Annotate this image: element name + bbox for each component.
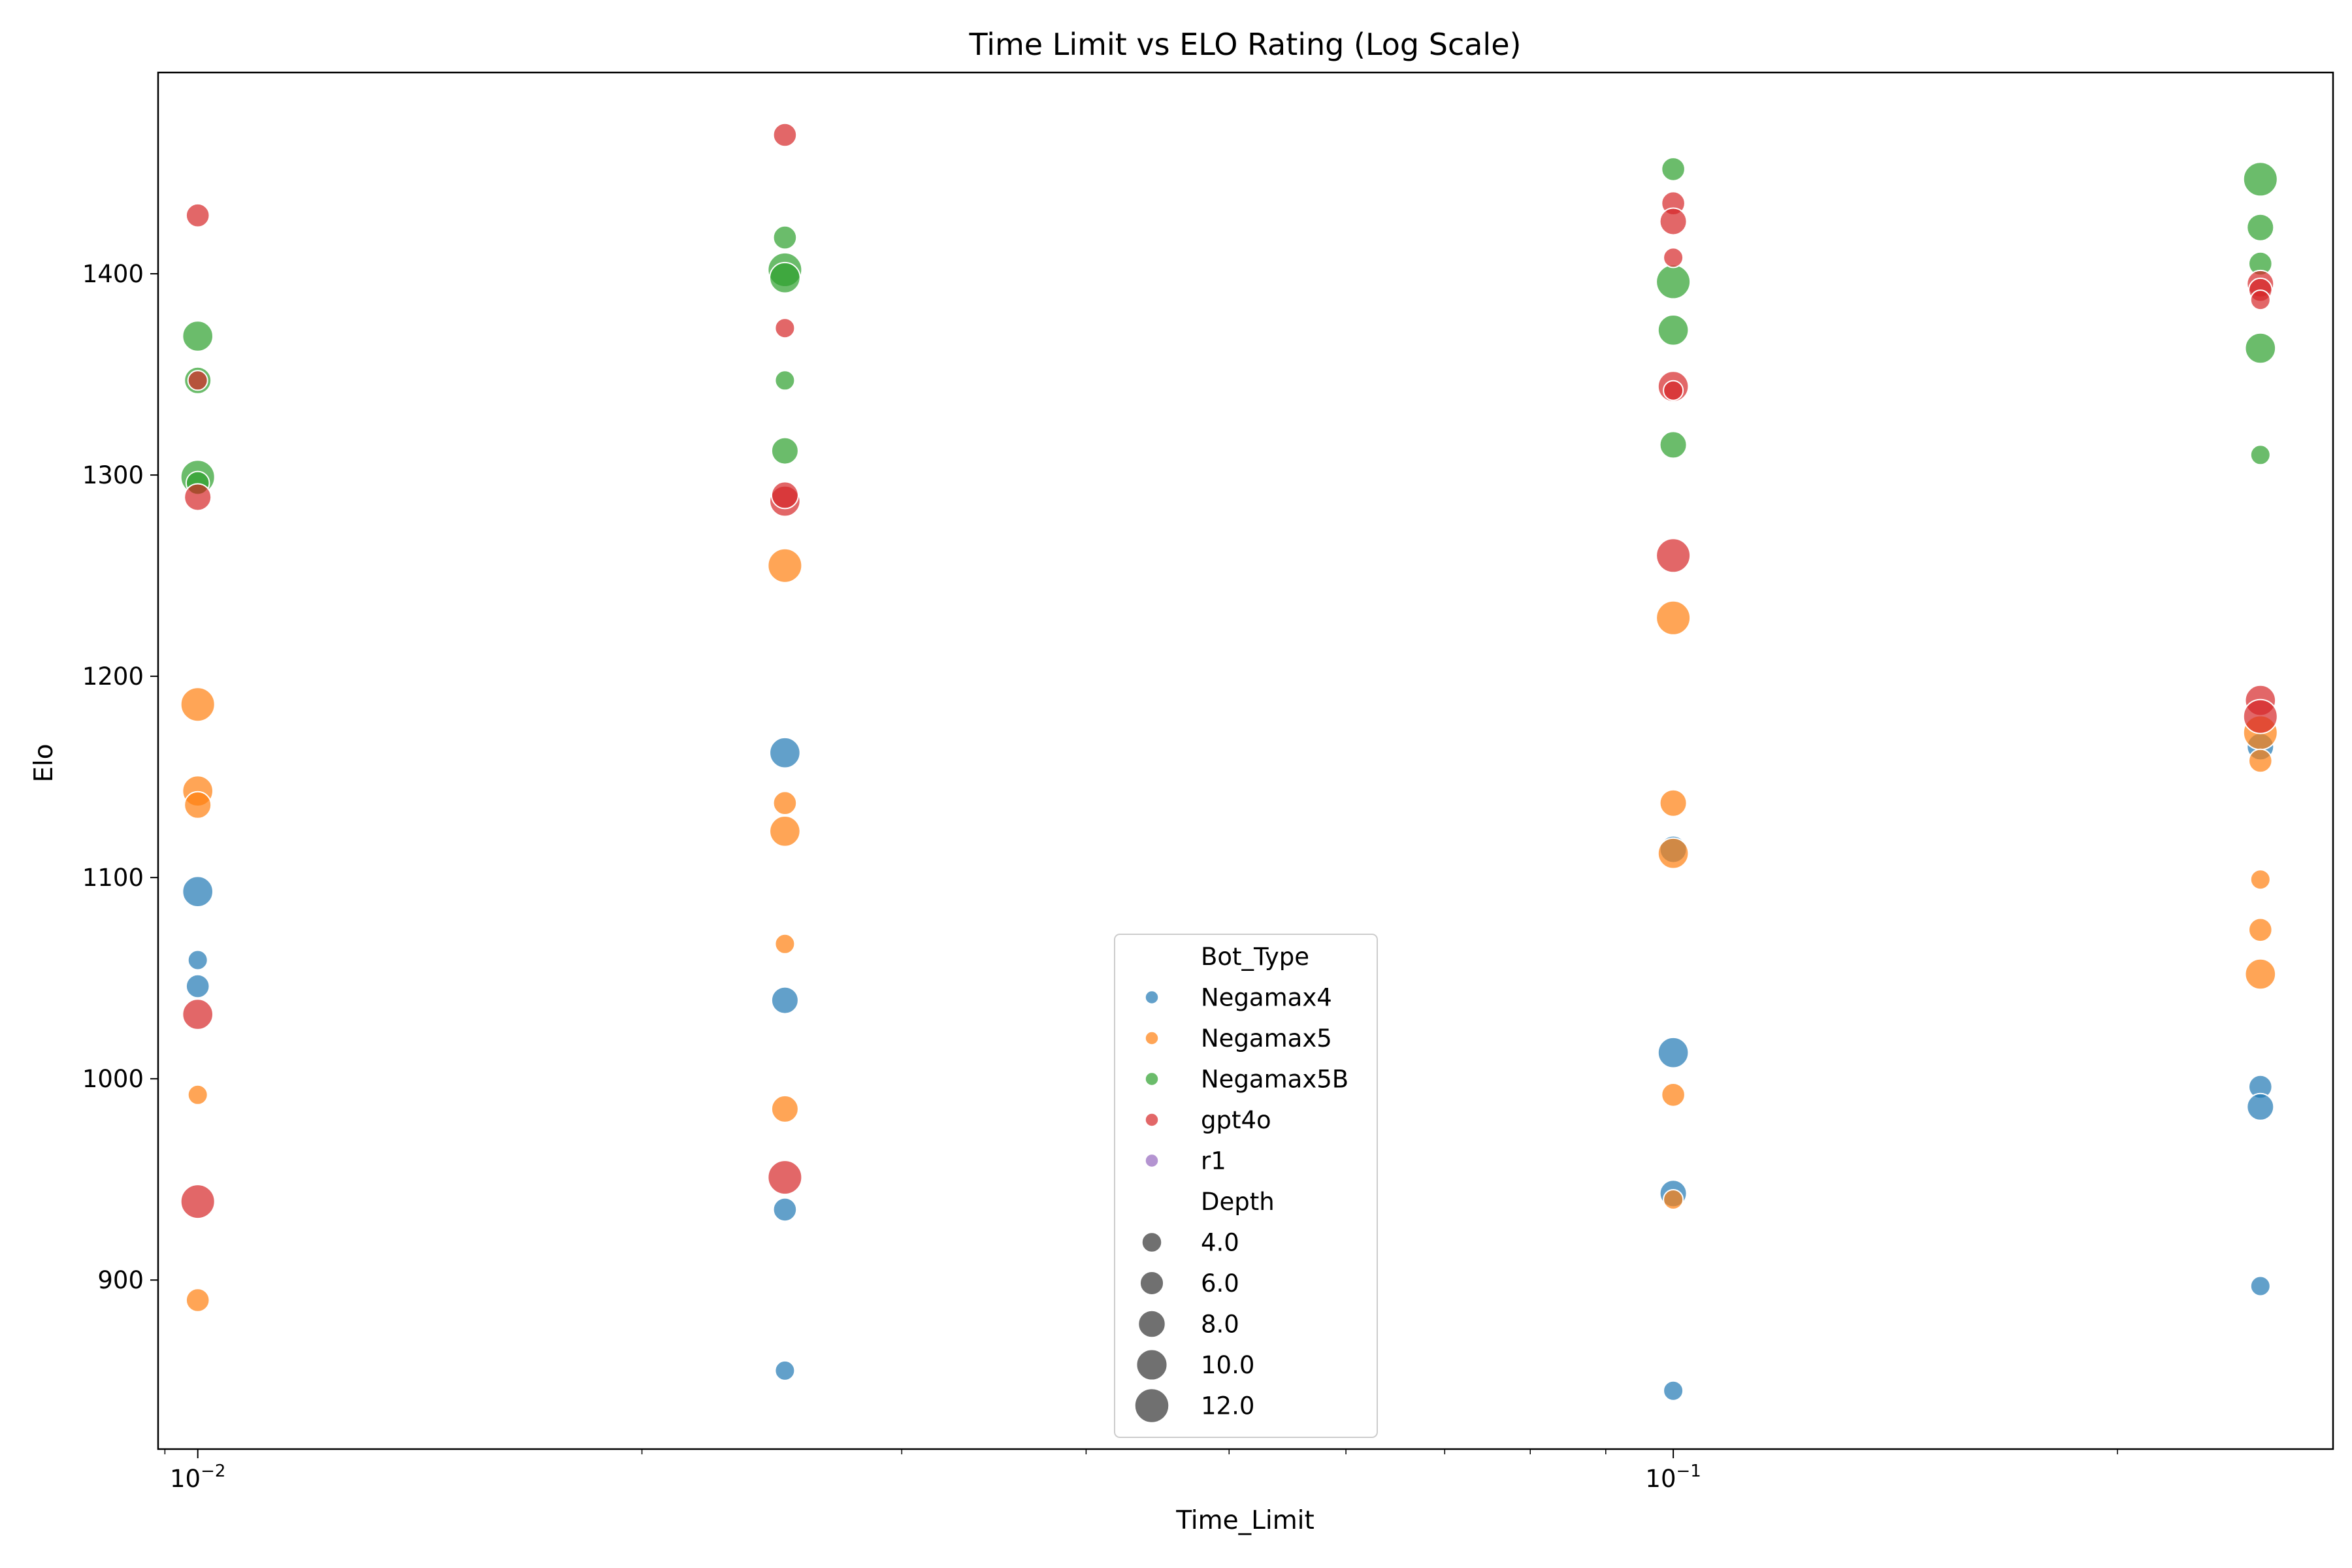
data-point-negamax5	[772, 791, 798, 815]
y-tick-label: 1200	[82, 662, 144, 691]
chart-title: Time Limit vs ELO Rating (Log Scale)	[969, 27, 1522, 62]
data-point-negamax4	[772, 1197, 798, 1222]
data-point-gpt4o	[774, 318, 796, 339]
y-tick-label: 900	[97, 1266, 144, 1294]
x-axis-label: Time_Limit	[1175, 1506, 1315, 1535]
data-point-negamax5	[2248, 917, 2273, 943]
legend-size-marker	[1139, 1271, 1164, 1296]
legend-label-negamax5b: Negamax5B	[1201, 1066, 1348, 1094]
data-point-negamax4	[1663, 1380, 1684, 1401]
data-point-negamax5	[767, 547, 803, 583]
data-point-gpt4o	[185, 203, 210, 228]
data-point-gpt4o	[182, 998, 214, 1030]
data-point-negamax5b	[2242, 161, 2278, 197]
legend-size-label: 8.0	[1201, 1311, 1239, 1339]
x-tick-label: 10−2	[170, 1462, 225, 1493]
legend-label-gpt4o: gpt4o	[1201, 1106, 1271, 1134]
y-tick-label: 1400	[82, 260, 144, 288]
legend-marker-negamax4	[1145, 990, 1159, 1005]
data-point-gpt4o	[1659, 207, 1688, 236]
legend-hue-title: Bot_Type	[1201, 943, 1309, 971]
x-tick-label: 10−1	[1645, 1462, 1701, 1493]
data-point-negamax4	[1657, 1036, 1690, 1069]
y-tick-label: 1300	[82, 461, 144, 489]
scatter-points	[180, 122, 2278, 1401]
data-point-negamax5b	[182, 320, 214, 352]
legend-size-marker	[1134, 1388, 1169, 1424]
plot-frame	[157, 71, 2334, 1450]
data-point-negamax5b	[772, 225, 798, 250]
data-point-negamax5	[2244, 958, 2277, 990]
data-point-negamax4	[187, 949, 208, 971]
data-point-negamax5b	[2246, 213, 2275, 242]
legend-size-marker	[1141, 1232, 1162, 1253]
data-point-negamax4	[2249, 1275, 2271, 1297]
legend-size-marker	[1135, 1348, 1168, 1381]
data-point-gpt4o	[770, 481, 799, 510]
data-point-gpt4o	[1663, 380, 1684, 401]
legend-label-r1: r1	[1201, 1147, 1226, 1175]
data-point-negamax5	[1661, 1083, 1686, 1107]
data-point-negamax4	[2246, 1092, 2275, 1121]
data-point-negamax5	[184, 791, 212, 819]
data-point-negamax5b	[774, 370, 796, 391]
data-point-negamax5	[2249, 869, 2271, 890]
data-point-negamax4	[182, 875, 214, 907]
data-point-negamax5b	[1656, 264, 1691, 300]
legend-size-label: 10.0	[1201, 1351, 1254, 1379]
data-point-negamax5	[1656, 600, 1691, 636]
legend-label-negamax5: Negamax5	[1201, 1024, 1332, 1053]
data-point-gpt4o	[1663, 247, 1684, 269]
legend-size-label: 4.0	[1201, 1229, 1239, 1257]
legend-size-title: Depth	[1201, 1188, 1275, 1216]
y-tick-label: 1000	[82, 1065, 144, 1093]
data-point-negamax5	[187, 1084, 208, 1105]
data-point-negamax4	[770, 986, 799, 1015]
data-point-negamax5b	[769, 261, 801, 294]
legend-marker-negamax5b	[1145, 1071, 1159, 1086]
data-point-negamax4	[774, 1360, 796, 1381]
data-point-gpt4o	[2242, 698, 2278, 734]
data-point-gpt4o	[1656, 538, 1691, 574]
legend: Bot_Type Negamax4 Negamax5 Negamax5B gpt4o r1…	[1114, 934, 1378, 1438]
y-axis: 900 1000 1100 1200 1300 1400	[82, 260, 158, 1294]
data-point-gpt4o	[2249, 289, 2271, 311]
data-point-negamax5b	[2249, 444, 2271, 466]
data-point-gpt4o	[180, 1184, 216, 1220]
legend-marker-gpt4o	[1145, 1113, 1159, 1127]
legend-box	[1114, 934, 1378, 1438]
y-axis-label: Elo	[29, 743, 59, 782]
data-point-gpt4o	[767, 1160, 803, 1196]
x-axis: 10−2 10−1	[164, 1449, 2118, 1493]
data-point-negamax5	[774, 933, 796, 955]
data-point-negamax5	[769, 815, 801, 847]
y-tick-label: 1100	[82, 864, 144, 892]
legend-size-label: 6.0	[1201, 1269, 1239, 1298]
legend-size-label: 12.0	[1201, 1392, 1254, 1420]
data-point-negamax5b	[1657, 314, 1690, 346]
data-point-negamax5b	[770, 436, 799, 465]
data-point-negamax5	[1659, 789, 1688, 817]
data-point-negamax5	[1657, 837, 1690, 870]
legend-marker-r1	[1145, 1153, 1159, 1168]
legend-marker-negamax5	[1145, 1031, 1159, 1045]
data-point-gpt4o	[772, 122, 798, 148]
legend-label-negamax4: Negamax4	[1201, 984, 1332, 1012]
data-point-gpt4o	[184, 483, 212, 512]
data-point-negamax4	[185, 973, 210, 999]
data-point-negamax5	[180, 687, 216, 723]
data-point-negamax5b	[1661, 157, 1686, 182]
data-point-negamax5b	[1659, 431, 1688, 459]
data-point-negamax5	[1663, 1189, 1684, 1210]
data-point-negamax5b	[2244, 332, 2277, 365]
data-point-gpt4o	[187, 370, 208, 391]
data-point-negamax5	[185, 1288, 210, 1313]
data-point-negamax5	[770, 1094, 799, 1123]
data-point-negamax5	[2248, 748, 2273, 774]
legend-size-marker	[1137, 1310, 1166, 1338]
data-point-negamax4	[769, 736, 801, 769]
